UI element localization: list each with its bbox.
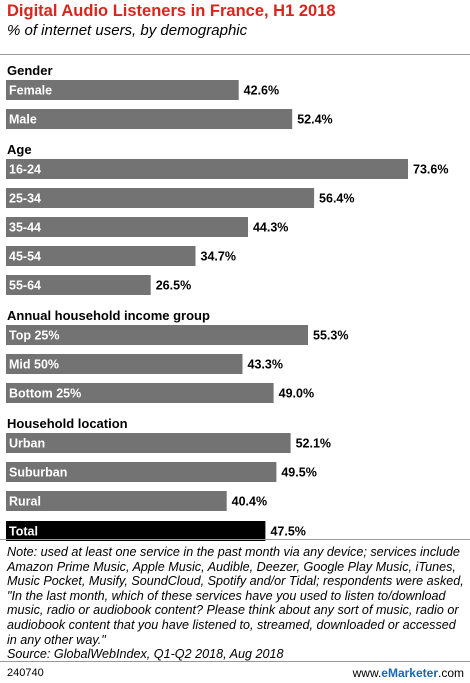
bar-label-total: Total xyxy=(9,525,38,539)
value-label-mid-50: 43.3% xyxy=(248,358,283,372)
value-label-urban: 52.1% xyxy=(296,437,331,451)
bar-55-64 xyxy=(6,275,151,295)
header-divider xyxy=(0,54,470,55)
brand-name: eMarketer xyxy=(381,666,438,680)
group-heading-gender: Gender xyxy=(7,63,53,78)
bar-16-24 xyxy=(6,159,408,179)
source-text: Source: GlobalWebIndex, Q1-Q2 2018, Aug … xyxy=(7,647,284,662)
bar-rural xyxy=(6,491,227,511)
value-label-suburban: 49.5% xyxy=(281,466,316,480)
brand-suffix: .com xyxy=(437,666,464,680)
value-label-25-34: 56.4% xyxy=(319,192,354,206)
value-label-total: 47.5% xyxy=(270,525,305,539)
group-heading-annual-household-income-group: Annual household income group xyxy=(7,308,210,323)
bar-total xyxy=(6,521,266,541)
value-label-45-54: 34.7% xyxy=(201,250,236,264)
chart-title: Digital Audio Listeners in France, H1 20… xyxy=(7,2,336,20)
bar-label-urban: Urban xyxy=(9,437,45,451)
group-heading-household-location: Household location xyxy=(7,416,128,431)
bar-45-54 xyxy=(6,246,196,266)
bar-25-34 xyxy=(6,188,315,208)
value-label-top-25: 55.3% xyxy=(313,329,348,343)
bar-urban xyxy=(6,433,291,453)
bar-label-top-25: Top 25% xyxy=(9,329,59,343)
bar-label-16-24: 16-24 xyxy=(9,163,41,177)
value-label-rural: 40.4% xyxy=(232,495,267,509)
value-label-55-64: 26.5% xyxy=(156,279,191,293)
brand-prefix: www. xyxy=(352,666,382,680)
bar-suburban xyxy=(6,462,277,482)
bar-label-45-54: 45-54 xyxy=(9,250,41,264)
value-label-female: 42.6% xyxy=(244,84,279,98)
bar-label-mid-50: Mid 50% xyxy=(9,358,59,372)
bar-label-bottom-25: Bottom 25% xyxy=(9,387,81,401)
note-text: Note: used at least one service in the p… xyxy=(7,545,464,647)
group-heading-age: Age xyxy=(7,142,32,157)
bar-female xyxy=(6,80,239,100)
bar-top-25 xyxy=(6,325,308,345)
value-label-bottom-25: 49.0% xyxy=(279,387,314,401)
footer-divider xyxy=(0,661,470,662)
value-label-male: 52.4% xyxy=(297,113,332,127)
bar-label-25-34: 25-34 xyxy=(9,192,41,206)
bar-chart: Gender Female 42.6% Male 52.4% Age 16-24 73.6% 2… xyxy=(6,63,448,541)
bar-label-rural: Rural xyxy=(9,495,41,509)
value-label-16-24: 73.6% xyxy=(413,163,448,177)
bar-35-44 xyxy=(6,217,248,237)
bar-label-55-64: 55-64 xyxy=(9,279,41,293)
bar-label-male: Male xyxy=(9,113,37,127)
bar-label-suburban: Suburban xyxy=(9,466,67,480)
bar-label-35-44: 35-44 xyxy=(9,221,41,235)
bar-bottom-25 xyxy=(6,383,274,403)
chart-note: Note: used at least one service in the p… xyxy=(7,545,465,662)
bar-mid-50 xyxy=(6,354,243,374)
bar-male xyxy=(6,109,293,129)
brand-logo: www.eMarketer.com xyxy=(353,666,464,680)
note-divider xyxy=(0,539,470,540)
chart-subtitle: % of internet users, by demographic xyxy=(7,22,248,39)
chart-id: 240740 xyxy=(7,667,44,679)
value-label-35-44: 44.3% xyxy=(253,221,288,235)
bar-label-female: Female xyxy=(9,84,52,98)
